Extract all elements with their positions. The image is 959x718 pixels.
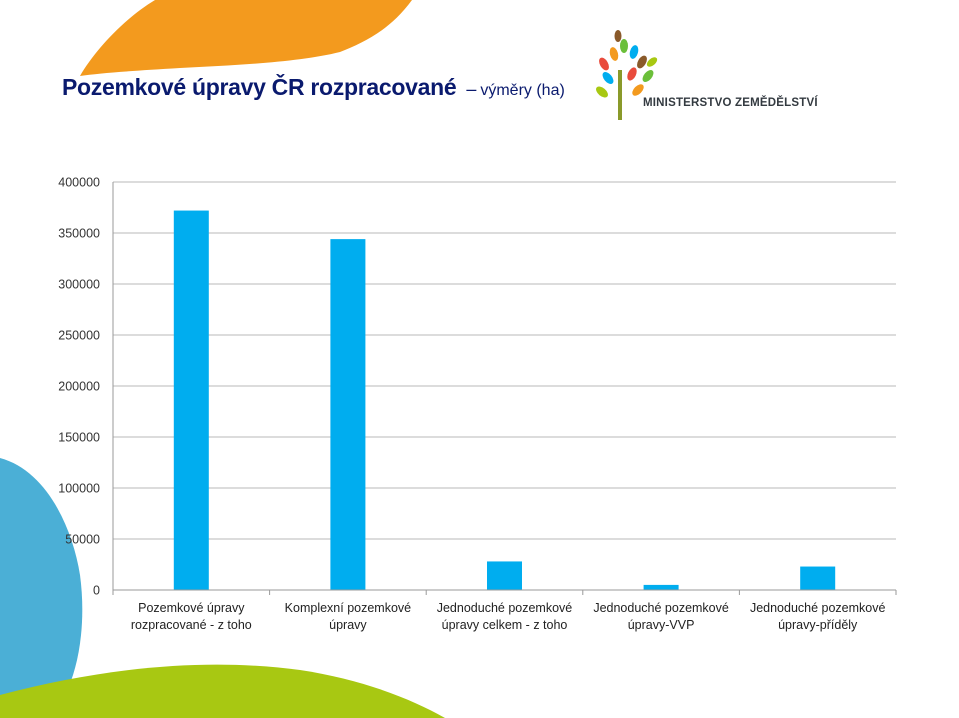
orange-swoosh: [80, 0, 412, 76]
y-tick-label: 100000: [58, 482, 100, 496]
x-category-label-line: úpravy celkem - z toho: [442, 618, 568, 632]
title-dash: –: [466, 79, 477, 99]
x-category-label: Pozemkové úpravy rozpracované - z toho: [131, 601, 252, 632]
y-tick-label: 0: [93, 584, 100, 598]
x-category-label-line: Komplexní pozemkové: [285, 601, 412, 615]
slide-title: Pozemkové úpravy ČR rozpracované – výměry …: [62, 74, 565, 101]
bar-4: [800, 566, 836, 590]
chart-bars: [173, 210, 836, 590]
x-category-label-line: úpravy-příděly: [778, 618, 858, 632]
y-axis-labels: 0 50000 100000 150000 200000 250000 300000 3500…: [58, 176, 100, 598]
chart-gridlines: [113, 181, 896, 540]
x-category-label: Komplexní pozemkové úpravy: [285, 601, 412, 632]
logo-text: MINISTERSTVO ZEMĚDĚLSTVÍ: [643, 97, 818, 109]
x-axis: [112, 182, 897, 595]
x-category-label: Jednoduché pozemkové úpravy-příděly: [750, 601, 886, 632]
x-category-label-line: Jednoduché pozemkové: [437, 601, 573, 615]
y-tick-label: 300000: [58, 278, 100, 292]
title-subtitle: výměry (ha): [480, 82, 565, 99]
bar-3: [643, 584, 679, 590]
bar-1: [330, 239, 366, 590]
y-tick-label: 50000: [65, 533, 100, 547]
x-category-label: Jednoduché pozemkové úpravy-VVP: [593, 601, 729, 632]
y-tick-label: 350000: [58, 227, 100, 241]
y-tick-label: 200000: [58, 380, 100, 394]
title-main: Pozemkové úpravy ČR rozpracované: [62, 74, 457, 100]
y-tick-label: 400000: [58, 176, 100, 190]
x-axis-labels: Pozemkové úpravy rozpracované - z toho Kom…: [131, 601, 886, 632]
y-tick-label: 250000: [58, 329, 100, 343]
blue-shape: [0, 458, 83, 695]
y-tick-label: 150000: [58, 431, 100, 445]
bar-0: [173, 210, 209, 590]
x-category-label-line: úpravy-VVP: [628, 618, 695, 632]
x-category-label: Jednoduché pozemkové úpravy celkem - z to…: [437, 601, 573, 632]
x-category-label-line: Jednoduché pozemkové: [750, 601, 886, 615]
x-category-label-line: Pozemkové úpravy: [138, 601, 245, 615]
green-band: [0, 664, 445, 718]
x-category-label-line: rozpracované - z toho: [131, 618, 252, 632]
bar-2: [487, 561, 522, 590]
x-category-label-line: Jednoduché pozemkové: [593, 601, 729, 615]
ministry-logo-icon: [596, 30, 658, 120]
x-category-label-line: úpravy: [329, 618, 367, 632]
